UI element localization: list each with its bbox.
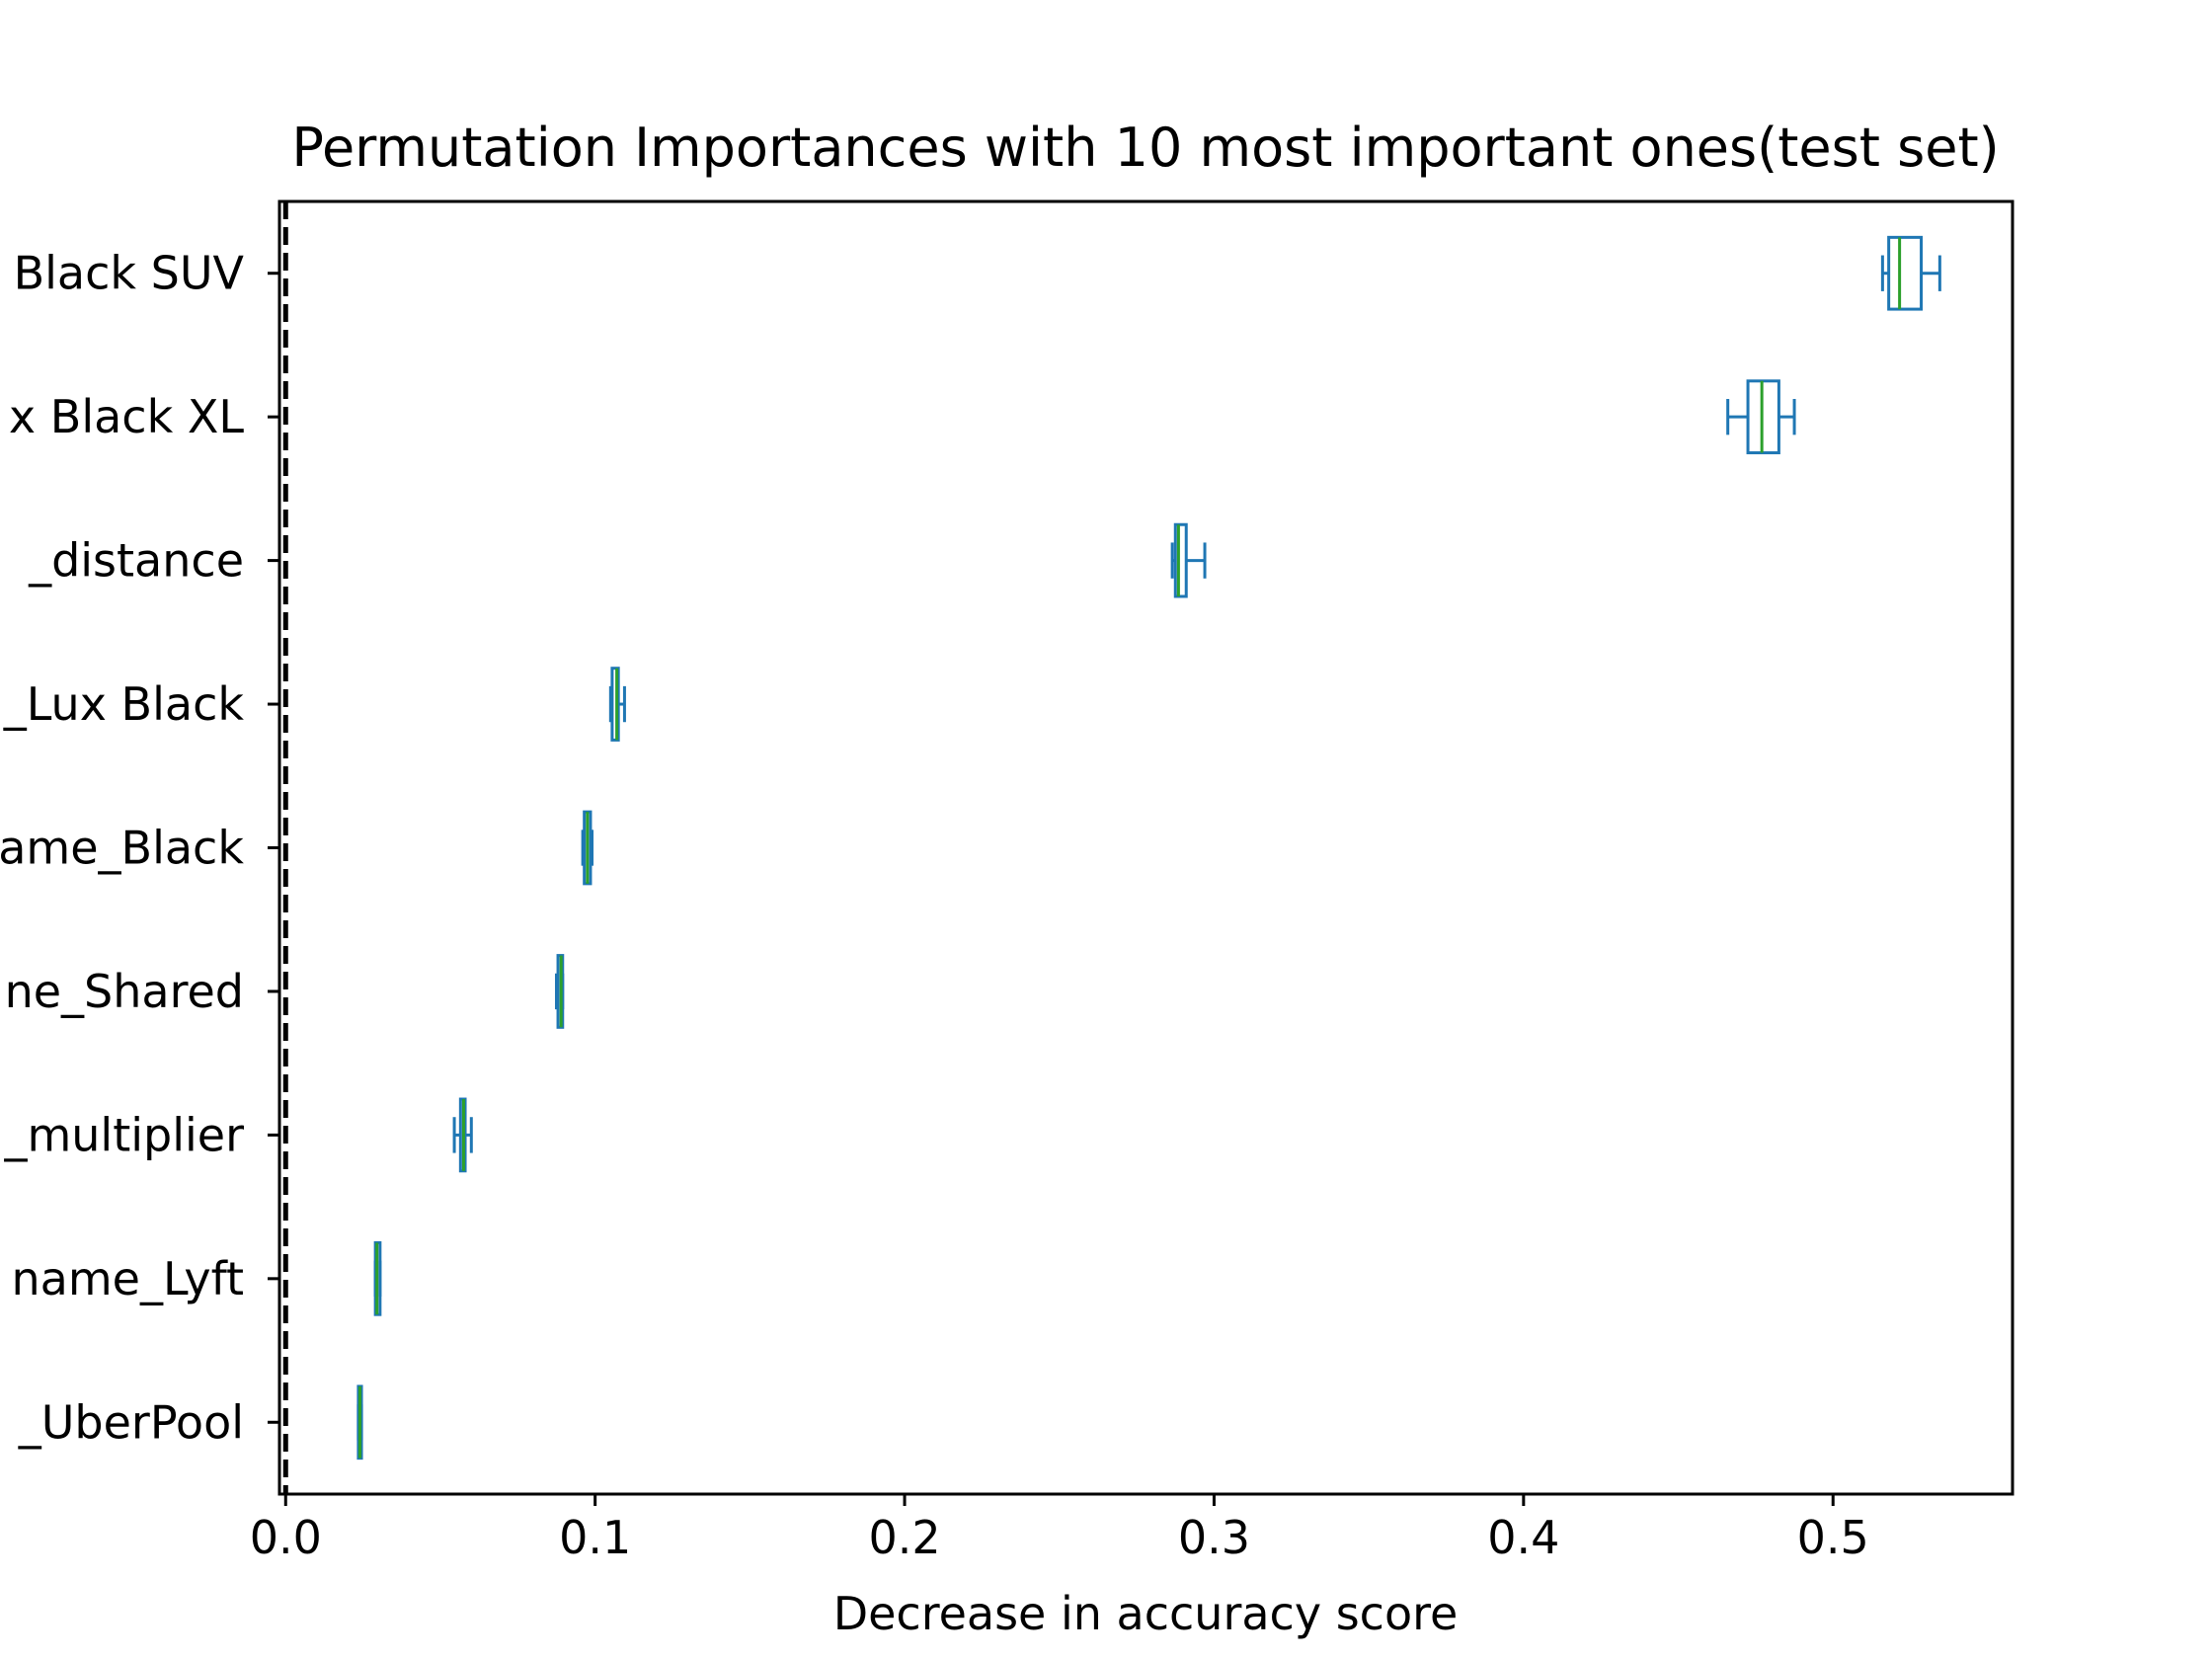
box-6 [554,954,565,1029]
y-tick-label: _multiplier [3,1108,244,1161]
x-axis-label: Decrease in accuracy score [833,1587,1459,1640]
axes-frame [277,199,2014,1496]
x-tick-label: 0.0 [250,1511,322,1564]
y-tick-label: _UberPool [18,1395,244,1449]
box-8 [373,1240,382,1316]
box-iqr [1887,235,1924,311]
y-tick-label: ame_Black [0,822,244,875]
y-tick-label: x Black XL [9,390,244,443]
box-4 [608,667,626,742]
box-iqr [1173,522,1188,598]
y-tick-label: Black SUV [14,247,245,300]
x-tick-label: 0.3 [1178,1511,1250,1564]
y-tick-label: _Lux Black [3,677,245,731]
x-tick-label: 0.5 [1797,1511,1869,1564]
box-3 [1170,522,1207,598]
y-tick-label: _distance [28,534,244,588]
x-tick-label: 0.4 [1487,1511,1559,1564]
box-iqr [610,667,620,742]
y-tick-label: name_Lyft [11,1252,244,1305]
box-9 [356,1384,363,1461]
x-tick-label: 0.2 [868,1511,940,1564]
chart-title: Permutation Importances with 10 most imp… [291,117,1999,179]
box-7 [452,1097,473,1173]
x-tick-label: 0.1 [559,1511,631,1564]
plot-area [282,201,1941,1494]
box-iqr [1746,379,1780,455]
box-5 [581,810,594,886]
box-1 [1880,235,1941,311]
y-axis-ticks: Black SUV x Black XL _distance _Lux Black am… [0,247,279,1449]
box-2 [1726,379,1796,455]
y-tick-label: ne_Shared [5,965,244,1018]
x-axis-ticks: 0.0 0.1 0.2 0.3 0.4 0.5 [250,1494,1869,1564]
